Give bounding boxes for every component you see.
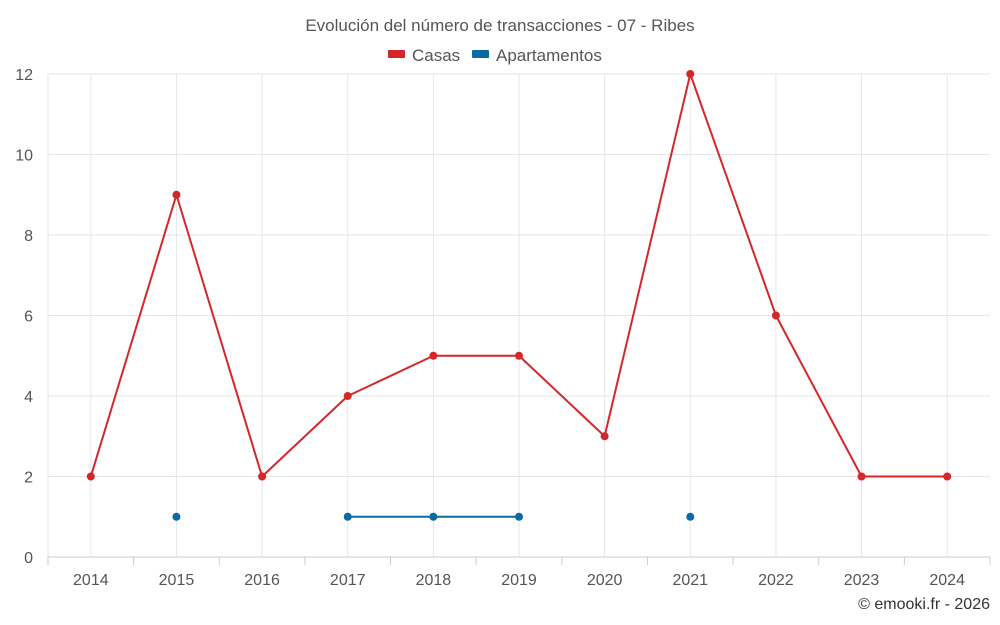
data-point-casas[interactable] (771, 311, 780, 320)
data-point-apartamentos[interactable] (343, 512, 352, 521)
legend-item-casas[interactable]: Casas (388, 46, 460, 65)
grid (47, 73, 991, 565)
series-layer (86, 70, 952, 521)
legend-swatch-casas (388, 50, 405, 58)
data-point-casas[interactable] (86, 472, 95, 481)
y-tick-label: 6 (24, 309, 33, 326)
x-tick-label: 2018 (416, 572, 452, 589)
chart-title: Evolución del número de transacciones - … (305, 16, 694, 35)
y-tick-label: 12 (15, 67, 33, 84)
x-tick-label: 2016 (244, 572, 280, 589)
y-tick-label: 2 (24, 470, 33, 487)
x-tick-label: 2017 (330, 572, 366, 589)
series-casas (86, 70, 952, 481)
y-tick-label: 4 (24, 389, 33, 406)
legend-label-apartamentos: Apartamentos (496, 46, 602, 65)
credit: © emooki.fr - 2026 (858, 596, 990, 613)
x-tick-label: 2021 (672, 572, 708, 589)
data-point-casas[interactable] (943, 472, 952, 481)
x-tick-label: 2024 (929, 572, 965, 589)
data-point-casas[interactable] (343, 392, 352, 400)
data-point-casas[interactable] (600, 432, 609, 441)
data-point-casas[interactable] (686, 70, 695, 78)
x-tick-label: 2015 (159, 572, 195, 589)
y-tick-label: 0 (24, 550, 33, 567)
data-point-casas[interactable] (515, 351, 523, 360)
y-tick-label: 10 (15, 148, 33, 165)
series-apartamentos (172, 512, 695, 521)
x-tick-label: 2023 (844, 572, 880, 589)
y-tick-label: 8 (24, 228, 33, 245)
data-point-apartamentos[interactable] (172, 512, 181, 521)
x-tick-label: 2014 (73, 572, 109, 589)
x-tick-label: 2019 (501, 572, 537, 589)
data-point-casas[interactable] (172, 190, 181, 199)
data-point-apartamentos[interactable] (429, 512, 438, 521)
data-point-casas[interactable] (429, 351, 438, 360)
y-axis: 0 2 4 6 8 10 12 (15, 67, 33, 567)
legend: Casas Apartamentos (388, 46, 602, 65)
data-point-casas[interactable] (258, 472, 267, 481)
legend-item-apartamentos[interactable]: Apartamentos (472, 46, 602, 65)
x-tick-label: 2020 (587, 572, 623, 589)
x-axis: 2014 2015 2016 2017 2018 2019 2020 2021 2022 2023… (73, 572, 965, 589)
x-tick-label: 2022 (758, 572, 794, 589)
data-point-casas[interactable] (857, 472, 866, 481)
data-point-apartamentos[interactable] (686, 512, 695, 521)
legend-swatch-apartamentos (472, 50, 489, 58)
legend-label-casas: Casas (412, 46, 460, 65)
data-point-apartamentos[interactable] (515, 512, 523, 521)
